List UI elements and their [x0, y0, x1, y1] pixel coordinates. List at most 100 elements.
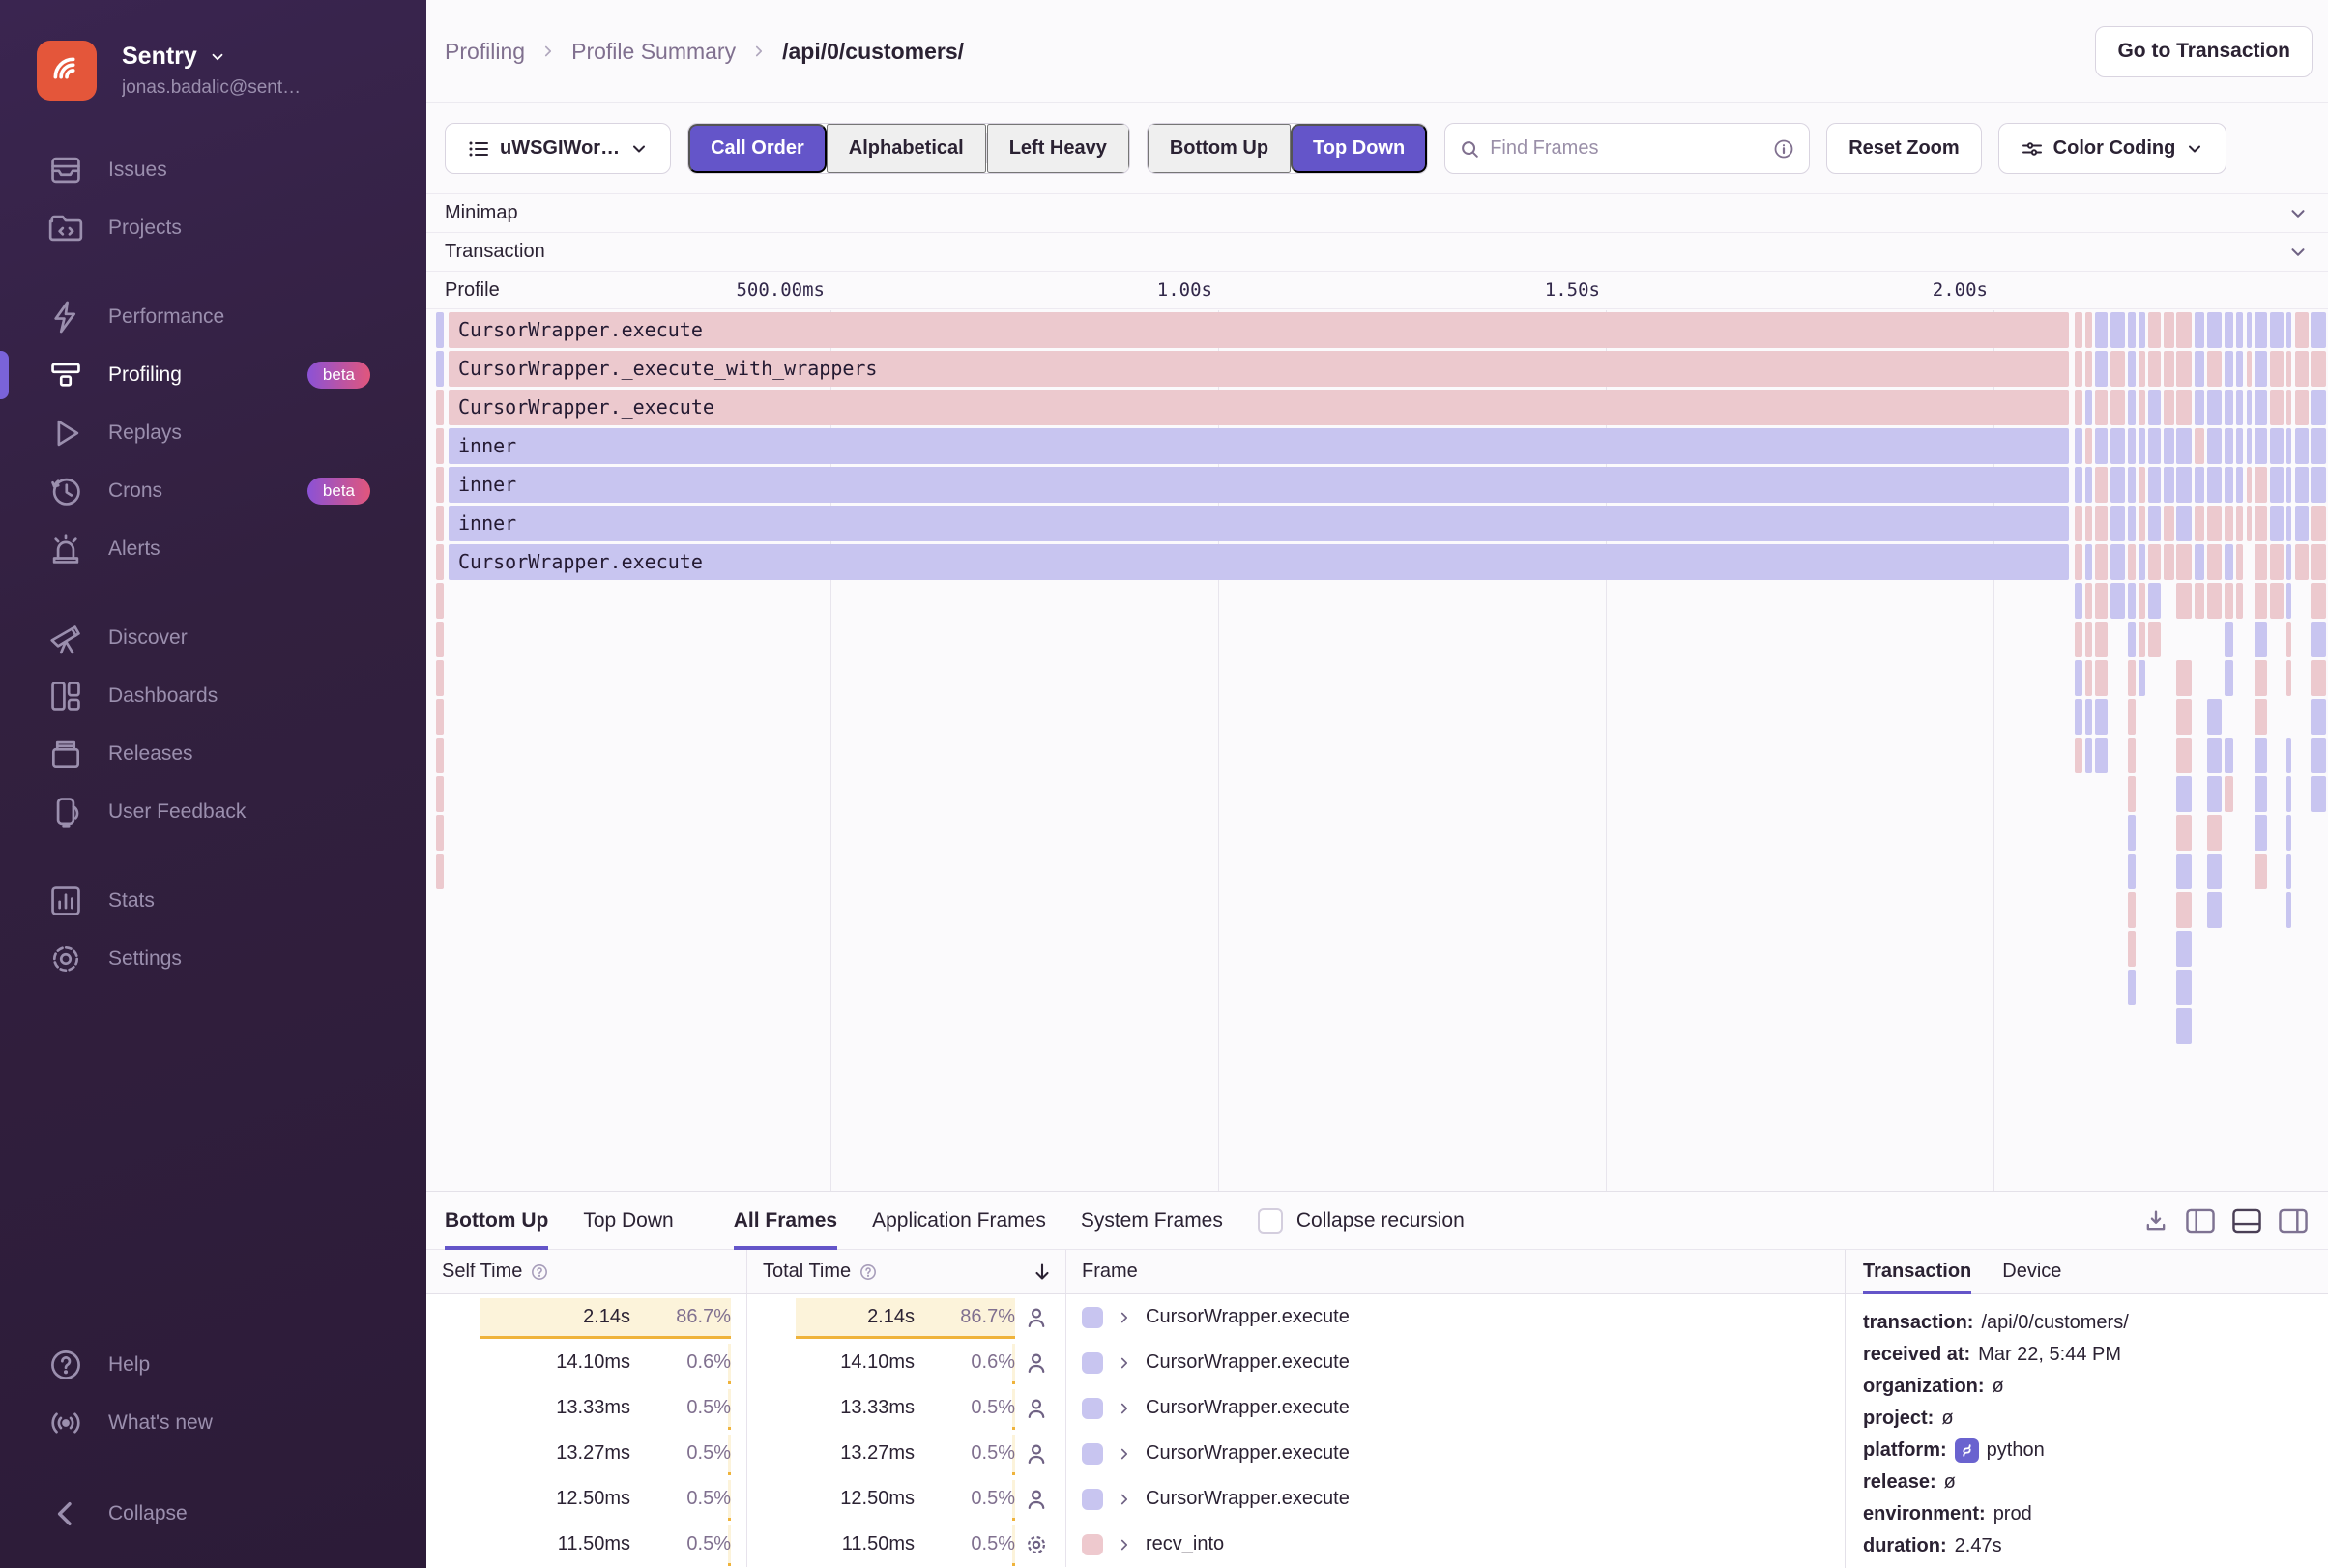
flame-frame-sliver[interactable]: [2311, 776, 2326, 812]
flame-frame-sliver[interactable]: [2095, 622, 2108, 657]
flame-frame-sliver[interactable]: [436, 390, 444, 425]
flame-frame-sliver[interactable]: [2207, 312, 2222, 348]
flame-frame-sliver[interactable]: [2207, 428, 2222, 464]
flame-frame-sliver[interactable]: [2110, 428, 2125, 464]
flame-frame-sliver[interactable]: [2176, 506, 2192, 541]
flame-frame-sliver[interactable]: [2148, 506, 2161, 541]
flame-frame-sliver[interactable]: [2139, 312, 2145, 348]
flame-frame-sliver[interactable]: [2286, 776, 2291, 812]
layout-left-icon[interactable]: [2185, 1207, 2216, 1234]
flame-frame-sliver[interactable]: [2110, 390, 2125, 425]
frame-header[interactable]: Frame: [1082, 1261, 1138, 1282]
sidebar-item-performance[interactable]: Performance: [0, 288, 426, 346]
flame-frame-sliver[interactable]: [2085, 622, 2092, 657]
flame-frame-sliver[interactable]: [2095, 583, 2108, 619]
sidebar-item-profiling[interactable]: Profiling beta: [0, 346, 426, 404]
flame-frame-sliver[interactable]: [2139, 467, 2145, 503]
flame-frame-sliver[interactable]: [2095, 467, 2108, 503]
flame-frame-sliver[interactable]: [2128, 622, 2136, 657]
flame-frame-sliver[interactable]: [2139, 583, 2145, 619]
flame-frame-sliver[interactable]: [2128, 467, 2136, 503]
flame-frame-sliver[interactable]: [2207, 467, 2222, 503]
total-time-header[interactable]: Total Time: [747, 1250, 1066, 1293]
flame-frame-sliver[interactable]: [2225, 506, 2233, 541]
flame-frame-sliver[interactable]: [2085, 351, 2092, 387]
flame-frame-sliver[interactable]: [2095, 738, 2108, 773]
sidebar-item-alerts[interactable]: Alerts: [0, 520, 426, 578]
flame-frame-sliver[interactable]: [2176, 660, 2192, 696]
flame-frame-sliver[interactable]: [2311, 622, 2326, 657]
info-icon[interactable]: [1772, 137, 1795, 160]
sidebar-item-releases[interactable]: Releases: [0, 725, 426, 783]
flame-frame-sliver[interactable]: [2286, 506, 2291, 541]
chevron-down-icon[interactable]: [2287, 242, 2309, 263]
flame-frame-sliver[interactable]: [2195, 428, 2204, 464]
flame-frame-sliver[interactable]: [2286, 738, 2291, 773]
flame-frame-sliver[interactable]: [2095, 312, 2108, 348]
flame-frame-sliver[interactable]: [2207, 351, 2222, 387]
flame-frame-sliver[interactable]: [2255, 622, 2267, 657]
flame-frame-sliver[interactable]: [2075, 583, 2082, 619]
find-frames-search[interactable]: [1444, 123, 1811, 174]
flame-frame-sliver[interactable]: [2255, 312, 2267, 348]
flame-frame-sliver[interactable]: [2225, 583, 2233, 619]
flame-frame-sliver[interactable]: [2207, 390, 2222, 425]
flame-frame-sliver[interactable]: [2255, 351, 2267, 387]
flame-frame[interactable]: CursorWrapper.execute: [449, 312, 2069, 348]
flame-frame-sliver[interactable]: [2295, 390, 2309, 425]
flame-frame-sliver[interactable]: [2236, 467, 2243, 503]
flame-frame-sliver[interactable]: [2225, 351, 2233, 387]
flame-frame-sliver[interactable]: [2075, 467, 2082, 503]
flame-frame-sliver[interactable]: [2085, 428, 2092, 464]
flame-frame-sliver[interactable]: [2255, 428, 2267, 464]
tab-top-down[interactable]: Top Down: [583, 1209, 674, 1232]
flame-frame-sliver[interactable]: [2085, 583, 2092, 619]
flame-frame-sliver[interactable]: [2148, 467, 2161, 503]
flame-frame-sliver[interactable]: [2311, 660, 2326, 696]
flame-frame-sliver[interactable]: [2311, 583, 2326, 619]
flame-frame-sliver[interactable]: [2176, 312, 2192, 348]
flame-frame-sliver[interactable]: [2207, 699, 2222, 735]
flamegraph-canvas[interactable]: CursorWrapper.execute CursorWrapper._exec…: [426, 310, 2328, 1191]
flame-frame-sliver[interactable]: [2247, 351, 2252, 387]
download-icon[interactable]: [2142, 1207, 2169, 1234]
flame-frame-sliver[interactable]: [2207, 892, 2222, 928]
flame-frame-sliver[interactable]: [2195, 544, 2204, 580]
flame-frame-sliver[interactable]: [2075, 312, 2082, 348]
flame-frame-sliver[interactable]: [436, 506, 444, 541]
chevron-right-icon[interactable]: [1116, 1536, 1133, 1553]
flame-frame-sliver[interactable]: [2207, 738, 2222, 773]
flame-frame-sliver[interactable]: [2286, 428, 2291, 464]
flame-frame-sliver[interactable]: [2236, 390, 2243, 425]
flame-frame-sliver[interactable]: [2255, 660, 2267, 696]
flame-frame-sliver[interactable]: [436, 583, 444, 619]
flame-frame-sliver[interactable]: [2295, 544, 2309, 580]
flame-frame-sliver[interactable]: [2148, 544, 2161, 580]
flame-frame-sliver[interactable]: [2236, 312, 2243, 348]
flame-frame-sliver[interactable]: [2247, 390, 2252, 425]
tab-all-frames[interactable]: All Frames: [733, 1192, 838, 1250]
flame-frame-sliver[interactable]: [2128, 931, 2136, 967]
flame-frame-sliver[interactable]: [2195, 312, 2204, 348]
flame-frame-sliver[interactable]: [2075, 660, 2082, 696]
flame-frame-sliver[interactable]: [436, 660, 444, 696]
tab-system-frames[interactable]: System Frames: [1080, 1209, 1223, 1232]
layout-bottom-icon[interactable]: [2231, 1207, 2262, 1234]
flame-frame-sliver[interactable]: [2286, 390, 2291, 425]
sort-descending-icon[interactable]: [1031, 1261, 1054, 1284]
chevron-right-icon[interactable]: [1116, 1400, 1133, 1417]
flame-frame-sliver[interactable]: [2207, 583, 2222, 619]
flame-frame-sliver[interactable]: [2148, 312, 2161, 348]
flame-frame-sliver[interactable]: [2286, 467, 2291, 503]
flame-frame[interactable]: CursorWrapper._execute: [449, 390, 2069, 425]
direction-option-bottom-up[interactable]: Bottom Up: [1147, 124, 1292, 173]
sidebar-item-what-s-new[interactable]: What's new: [0, 1394, 426, 1452]
flame-frame-sliver[interactable]: [2225, 390, 2233, 425]
flame-frame-sliver[interactable]: [436, 351, 444, 387]
flame-frame-sliver[interactable]: [2128, 854, 2136, 889]
flame-frame-sliver[interactable]: [2295, 506, 2309, 541]
flame-frame-sliver[interactable]: [2176, 776, 2192, 812]
flame-frame-sliver[interactable]: [2176, 467, 2192, 503]
sidebar-item-discover[interactable]: Discover: [0, 609, 426, 667]
layout-right-icon[interactable]: [2278, 1207, 2309, 1234]
